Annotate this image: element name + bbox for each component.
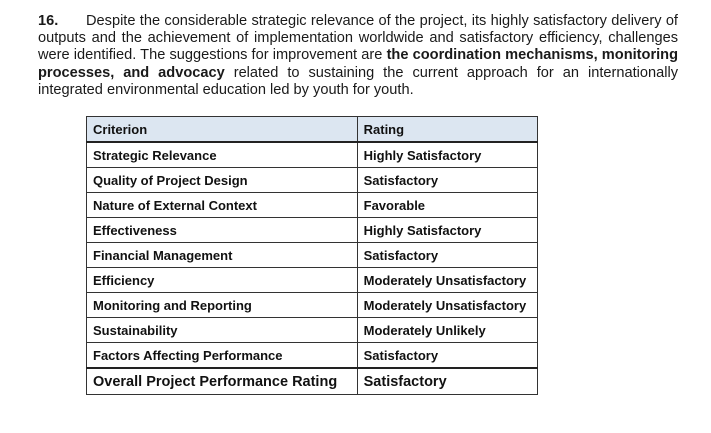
table-row: Monitoring and Reporting Moderately Unsat… [86,292,539,318]
table-row: Quality of Project Design Satisfactory [86,167,539,193]
header-rating: Rating [356,116,539,143]
table-row: Effectiveness Highly Satisfactory [86,217,539,243]
table-row: Nature of External Context Favorable [86,192,539,218]
table-header-row: Criterion Rating [86,116,539,143]
table-row: Sustainability Moderately Unlikely [86,317,539,343]
header-criterion: Criterion [86,116,358,143]
ratings-table: Criterion Rating Strategic Relevance High… [86,116,539,395]
table-row: Strategic Relevance Highly Satisfactory [86,141,539,168]
overall-rating: Satisfactory [356,367,539,395]
rating-cell: Satisfactory [356,167,539,193]
overall-rating-row: Overall Project Performance Rating Satis… [86,367,539,395]
paragraph-text-end: related to sustaining the current approa… [38,64,679,98]
rating-cell: Moderately Unlikely [356,317,539,343]
overall-criterion: Overall Project Performance Rating [86,367,358,395]
rating-cell: Highly Satisfactory [356,217,539,243]
table-row: Financial Management Satisfactory [86,242,539,268]
criterion-cell: Strategic Relevance [86,141,358,168]
paragraph-16: 16. Despite the considerable strategic re… [38,13,678,99]
table-body: Strategic Relevance Highly Satisfactory Qu… [86,141,539,369]
criterion-cell: Nature of External Context [86,192,358,218]
rating-cell: Satisfactory [356,242,539,268]
criterion-cell: Effectiveness [86,217,358,243]
rating-cell: Moderately Unsatisfactory [356,292,539,318]
rating-cell: Moderately Unsatisfactory [356,267,539,293]
paragraph-text-start: Despite the considerable strategic relev… [38,13,678,64]
criterion-cell: Sustainability [86,317,358,343]
criterion-cell: Quality of Project Design [86,167,358,193]
rating-cell: Favorable [356,192,539,218]
criterion-cell: Monitoring and Reporting [86,292,358,318]
table-row: Efficiency Moderately Unsatisfactory [86,267,539,293]
criterion-cell: Financial Management [86,242,358,268]
rating-cell: Satisfactory [356,342,539,369]
criterion-cell: Efficiency [86,267,358,293]
paragraph-bold-text: the coordination mechanisms, monitoring … [38,47,679,81]
paragraph-number: 16. [38,13,59,29]
rating-cell: Highly Satisfactory [356,141,539,168]
table-row: Factors Affecting Performance Satisfactor… [86,342,539,369]
criterion-cell: Factors Affecting Performance [86,342,358,369]
